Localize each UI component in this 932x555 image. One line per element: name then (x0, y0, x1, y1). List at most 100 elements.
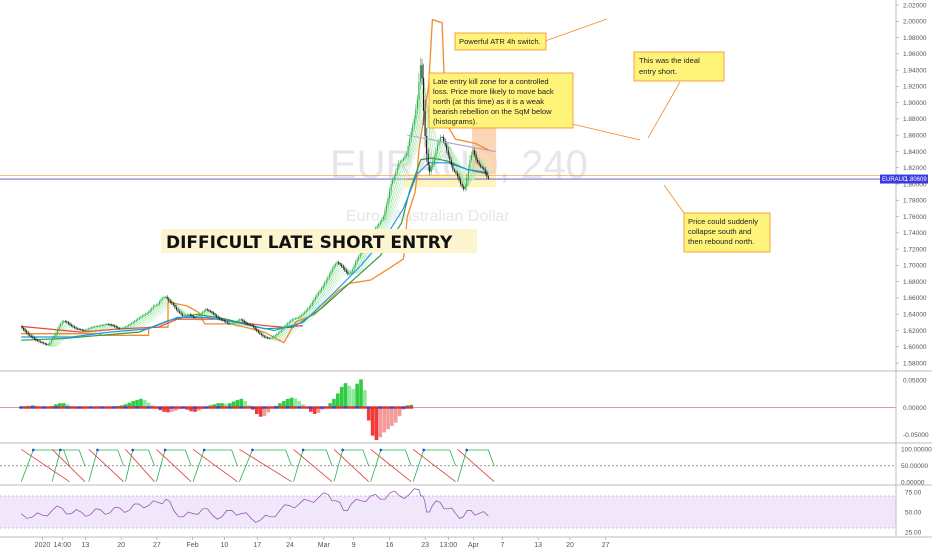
price-tick-label-12: 1.82000 (903, 165, 927, 172)
histogram-zero-marker-68 (281, 406, 286, 409)
annotation-collapse-line-1: Price could suddenly (688, 217, 758, 226)
histogram-bar-62 (258, 407, 263, 417)
candle-body-278 (450, 160, 452, 165)
candle-body-179 (297, 317, 300, 319)
histogram-zero-marker-35 (154, 406, 159, 409)
histogram-bar-40 (173, 407, 178, 411)
histogram-zero-marker-12 (65, 406, 70, 409)
histogram-bar-11 (61, 403, 66, 408)
candle-body-249 (405, 153, 408, 156)
candle-body-127 (217, 316, 219, 318)
candle-body-284 (460, 180, 462, 184)
candle-body-102 (178, 311, 181, 313)
candle-body-259 (421, 65, 423, 79)
price-tick-label-17: 1.92000 (903, 84, 927, 91)
histogram-zero-marker-45 (192, 406, 197, 409)
candle-body-297 (480, 164, 482, 167)
time-axis[interactable]: 2020 14:00 13 20 27 Feb 10 17 24 Mar 9 16 23 13:00 Apr… (35, 537, 610, 549)
candle-body-79 (143, 314, 145, 316)
histogram-zero-marker-72 (297, 406, 302, 409)
candle-body-266 (432, 162, 434, 167)
histogram-bar-94 (382, 407, 386, 433)
stochastic-green-1 (51, 449, 86, 482)
last-price-badge: EURAUD 1.80609 (880, 174, 928, 184)
candle-body-167 (279, 331, 281, 333)
candle-body-268 (435, 150, 437, 157)
candle-body-99 (174, 304, 176, 308)
price-tick-label-7: 1.72000 (903, 246, 927, 253)
candle-body-207 (341, 264, 343, 267)
histogram-zero-marker-50 (212, 406, 217, 409)
time-tick-label-7: 17 (253, 542, 261, 549)
histogram-zero-marker-49 (208, 406, 213, 409)
candle-body-208 (342, 266, 344, 269)
candle-body-138 (234, 322, 236, 323)
candle-body-50 (98, 325, 100, 327)
histogram-zero-marker-10 (57, 406, 62, 409)
histogram-bar-38 (166, 407, 170, 413)
candle-body-205 (338, 262, 340, 264)
candle-body-111 (192, 316, 195, 318)
histogram-zero-marker-38 (165, 406, 170, 409)
candle-body-24 (58, 326, 60, 330)
candle-body-218 (358, 256, 360, 260)
candle-body-191 (316, 294, 318, 297)
stochastic-red-10 (412, 448, 456, 483)
candle-body-87 (155, 304, 157, 306)
histogram-bar-68 (281, 401, 286, 408)
histogram-zero-marker-16 (81, 406, 86, 409)
histogram-bar-90 (366, 407, 371, 421)
candle-body-25 (60, 324, 62, 327)
price-tick-label-22: 2.02000 (903, 2, 927, 9)
price-tick-label-19: 1.96000 (903, 51, 927, 58)
candle-body-90 (160, 299, 162, 302)
candle-body-121 (208, 310, 210, 312)
candle-body-201 (331, 268, 334, 272)
candle-body-198 (327, 277, 329, 281)
rsi-band (0, 496, 896, 528)
histogram-zero-marker-0 (19, 406, 24, 409)
candle-body-300 (484, 169, 486, 173)
histogram-zero-marker-26 (119, 406, 124, 409)
histogram-zero-marker-1 (23, 406, 28, 409)
histogram-zero-marker-89 (362, 406, 367, 409)
series-line-2 (21, 157, 489, 341)
rsi-tick-label-1: 50.00 (905, 509, 922, 516)
annotation-kill-zone-line-1: Late entry kill zone for a controlled (433, 77, 549, 86)
price-axis[interactable]: 1.58000 1.60000 1.62000 1.64000 1.66000 1.680… (896, 2, 927, 367)
candle-body-199 (328, 274, 330, 278)
candle-body-280 (453, 169, 456, 172)
candle-body-183 (304, 312, 306, 314)
annotation-kill-zone-line-3: north (at this time) as it is a weak (433, 97, 544, 106)
histogram-zero-marker-40 (173, 406, 178, 409)
candle-body-14 (43, 342, 45, 344)
candle-body-242 (395, 171, 397, 177)
price-tick-label-21: 2.00000 (903, 19, 927, 26)
histogram-bar-92 (374, 407, 379, 440)
candle-body-108 (188, 314, 190, 316)
candle-body-150 (253, 325, 255, 328)
candle-body-239 (390, 184, 392, 192)
annotation-kill-zone-pointer (571, 123, 641, 141)
candle-body-120 (206, 309, 208, 311)
candle-body-248 (404, 155, 406, 159)
histogram-tick-label-1: 0.00000 (903, 405, 927, 412)
histogram-bar-77 (316, 407, 321, 413)
histogram-bar-32 (142, 399, 147, 408)
candle-body-146 (246, 323, 249, 325)
annotation-ideal-entry-line-2: entry short. (639, 67, 677, 76)
candle-body-233 (381, 219, 383, 222)
histogram-zero-marker-3 (30, 406, 35, 409)
candle-body-197 (325, 280, 327, 283)
candle-body-144 (243, 321, 245, 323)
candle-body-72 (132, 322, 134, 324)
annotation-kill-zone-box (428, 72, 574, 129)
candle-body-143 (242, 319, 244, 322)
stochastic-green-10 (412, 449, 456, 482)
candle-body-74 (135, 319, 137, 321)
histogram-zero-marker-95 (386, 406, 391, 409)
candle-body-10 (36, 340, 39, 342)
candle-body-107 (186, 314, 188, 316)
candle-body-67 (124, 326, 127, 328)
